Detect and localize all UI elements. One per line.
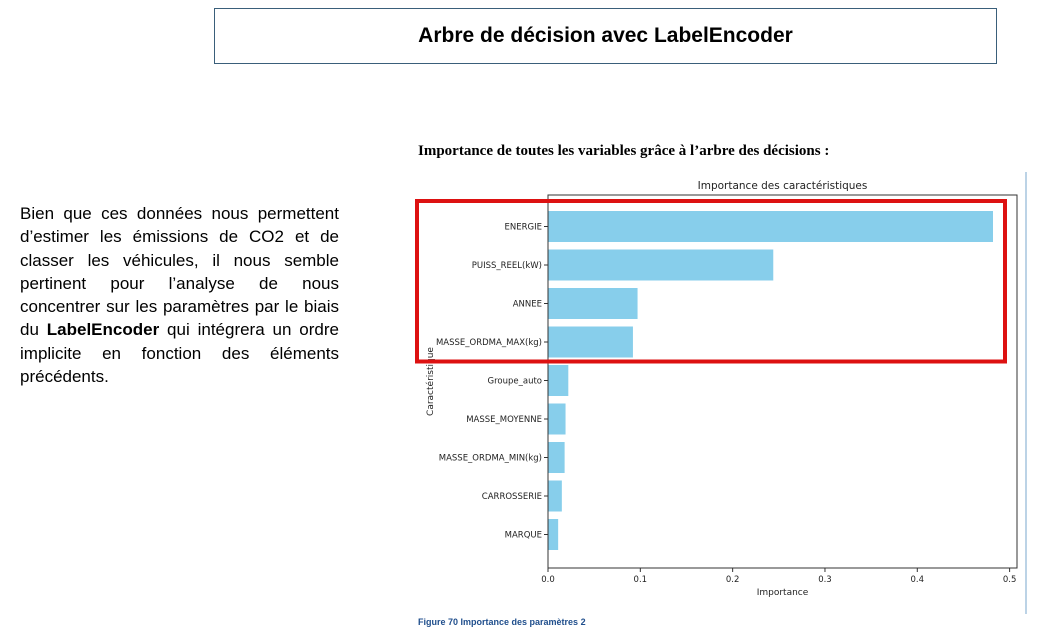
right-divider — [1025, 172, 1027, 614]
figure-caption: Figure 70 Importance des paramètres 2 — [418, 617, 586, 627]
bar-groupe-auto — [548, 365, 568, 396]
x-axis-label: Importance — [757, 588, 809, 598]
y-tick-label: MASSE_ORDMA_MAX(kg) — [436, 338, 542, 348]
y-tick-label: Groupe_auto — [488, 377, 543, 387]
x-tick-label: 0.0 — [541, 575, 555, 585]
y-axis-label: Caractéristique — [425, 347, 436, 416]
chart-title: Importance des caractéristiques — [698, 180, 868, 192]
bar-annee — [548, 288, 638, 319]
figure-heading: Importance de toutes les variables grâce… — [418, 143, 829, 160]
x-tick-label: 0.3 — [818, 575, 832, 585]
y-tick-label: MASSE_MOYENNE — [466, 415, 542, 425]
bar-marque — [548, 519, 558, 550]
x-tick-label: 0.2 — [726, 575, 740, 585]
y-tick-label: MARQUE — [505, 531, 542, 541]
x-tick-label: 0.5 — [1003, 575, 1017, 585]
bar-carrosserie — [548, 481, 562, 512]
y-tick-label: CARROSSERIE — [482, 492, 542, 502]
y-tick-label: PUISS_REEL(kW) — [472, 261, 542, 271]
y-tick-label: ANNEE — [513, 300, 542, 310]
bar-puiss-reel-kw- — [548, 250, 773, 281]
slide-title-text: Arbre de décision avec LabelEncoder — [418, 24, 793, 48]
slide-title: Arbre de décision avec LabelEncoder — [214, 8, 997, 64]
feature-importance-chart: Importance des caractéristiques ENERGIE PU… — [405, 170, 1025, 610]
y-tick-label: ENERGIE — [505, 223, 542, 233]
bar-energie — [548, 211, 993, 242]
bar-masse-ordma-max-kg- — [548, 327, 633, 358]
body-paragraph: Bien que ces données nous permettent d’e… — [20, 202, 339, 388]
body-text-bold: LabelEncoder — [47, 320, 159, 339]
bar-masse-moyenne — [548, 404, 566, 435]
y-tick-label: MASSE_ORDMA_MIN(kg) — [439, 454, 542, 464]
x-tick-label: 0.4 — [911, 575, 925, 585]
x-tick-label: 0.1 — [634, 575, 648, 585]
bar-masse-ordma-min-kg- — [548, 442, 565, 473]
